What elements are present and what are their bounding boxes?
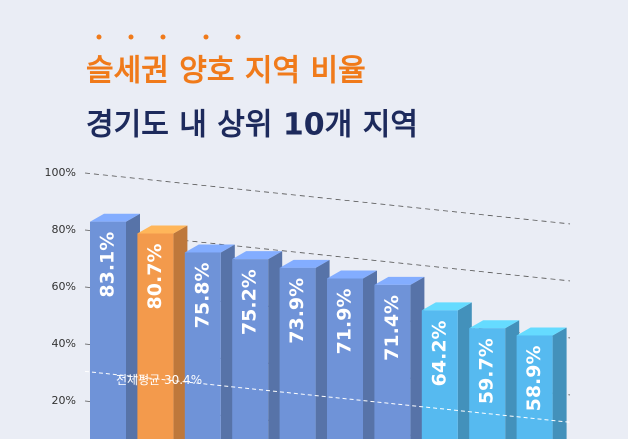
value-label: 83.1% bbox=[97, 232, 119, 298]
bar-side bbox=[505, 320, 520, 439]
value-label: 59.7% bbox=[476, 338, 498, 404]
bar bbox=[279, 267, 316, 439]
bar bbox=[90, 221, 126, 439]
y-tick-label: 40% bbox=[52, 337, 76, 350]
bar bbox=[137, 233, 174, 439]
value-label: 71.9% bbox=[334, 288, 356, 354]
bar-top bbox=[374, 276, 425, 285]
y-tick-label: 80% bbox=[52, 223, 76, 236]
value-label: 73.9% bbox=[286, 278, 308, 344]
bar-side bbox=[126, 213, 140, 439]
value-label: 75.2% bbox=[239, 269, 261, 335]
bar-top bbox=[469, 320, 520, 329]
bar-top bbox=[90, 213, 140, 222]
bar bbox=[421, 310, 458, 439]
bar bbox=[232, 259, 269, 439]
value-label: 64.2% bbox=[428, 320, 450, 386]
bar-side bbox=[315, 259, 330, 439]
bar-top bbox=[327, 270, 377, 279]
chart-subtitle: 경기도 내 상위 10개 지역 bbox=[86, 108, 418, 143]
grid-line bbox=[84, 172, 571, 225]
average-label: 전체평균 30.4% bbox=[116, 373, 202, 387]
bar-top bbox=[516, 327, 567, 336]
value-label: 75.8% bbox=[191, 262, 213, 328]
y-tick-label: 100% bbox=[45, 166, 76, 179]
y-tick-label: 60% bbox=[52, 280, 76, 293]
value-label: 80.7% bbox=[144, 244, 166, 310]
chart-title: 슬세권 양호 지역 비율 bbox=[86, 54, 366, 89]
bar-side bbox=[410, 276, 425, 439]
bar-side bbox=[552, 327, 567, 439]
bar-side bbox=[220, 244, 235, 439]
value-label: 71.4% bbox=[381, 295, 403, 361]
bar bbox=[516, 335, 553, 439]
bar bbox=[327, 278, 363, 439]
average-line bbox=[84, 370, 571, 423]
bar-top bbox=[421, 302, 472, 311]
bar-side bbox=[173, 225, 188, 439]
bar bbox=[469, 328, 506, 439]
bar-side bbox=[268, 251, 283, 439]
bar-side bbox=[457, 302, 472, 439]
value-label: 58.9% bbox=[523, 345, 545, 411]
bar bbox=[184, 252, 221, 439]
y-tick-label: 20% bbox=[52, 394, 76, 407]
bar-top bbox=[232, 251, 283, 260]
bar-top bbox=[137, 225, 188, 234]
emphasis-dots bbox=[96, 34, 241, 40]
bar-top bbox=[279, 259, 330, 268]
bar-side bbox=[363, 270, 377, 439]
bar-top bbox=[184, 244, 235, 253]
bar bbox=[374, 284, 411, 439]
